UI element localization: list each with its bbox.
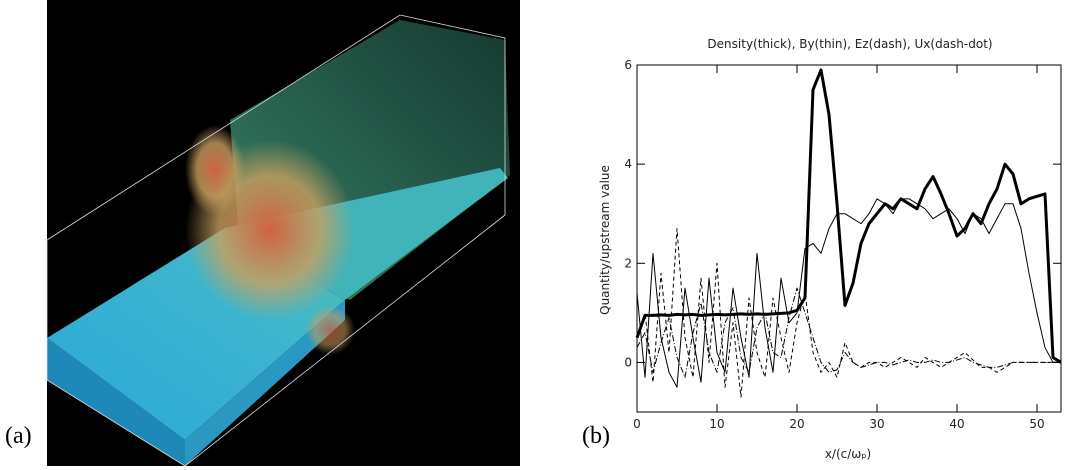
y-tick-label: 2 — [624, 256, 632, 270]
series-line — [636, 228, 1061, 398]
x-tick-label: 30 — [869, 417, 884, 431]
panel-label: (b) — [582, 423, 610, 449]
series-line — [636, 198, 1061, 388]
series-line — [636, 287, 1061, 378]
y-tick-label: 4 — [624, 157, 632, 171]
panel-label: (a) — [5, 423, 32, 449]
series-line — [635, 68, 1062, 364]
x-tick-label: 50 — [1029, 417, 1044, 431]
x-tick-label: 20 — [789, 417, 804, 431]
plot-frame — [636, 64, 1062, 413]
chart-title: Density(thick), By(thin), Ez(dash), Ux(d… — [707, 37, 992, 51]
y-axis-label: Quantity/upstream value — [598, 165, 612, 315]
x-tick-label: 40 — [949, 417, 964, 431]
x-tick-label: 0 — [633, 417, 641, 431]
x-axis-label: x/(c/ωₚ) — [825, 447, 871, 461]
x-tick-label: 10 — [709, 417, 724, 431]
volume-render — [46, 0, 520, 467]
y-tick-label: 6 — [624, 58, 632, 72]
y-tick-label: 0 — [624, 355, 632, 369]
